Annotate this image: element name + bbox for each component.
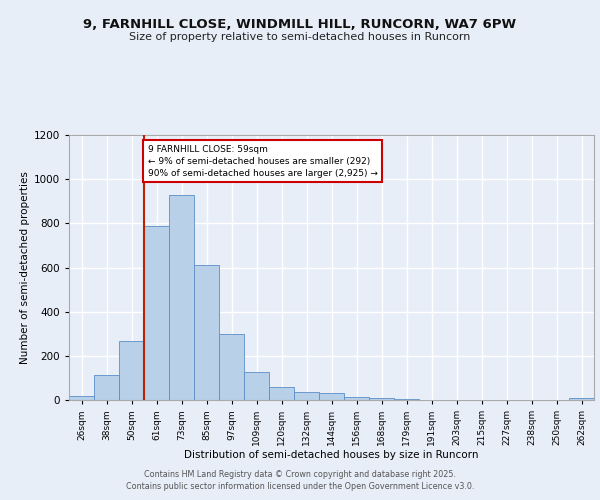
Bar	[194, 266, 219, 400]
X-axis label: Distribution of semi-detached houses by size in Runcorn: Distribution of semi-detached houses by …	[184, 450, 479, 460]
Bar	[219, 334, 244, 400]
Bar	[69, 396, 94, 400]
Text: Contains HM Land Registry data © Crown copyright and database right 2025.
Contai: Contains HM Land Registry data © Crown c…	[126, 470, 474, 491]
Y-axis label: Number of semi-detached properties: Number of semi-detached properties	[20, 171, 29, 364]
Text: 9, FARNHILL CLOSE, WINDMILL HILL, RUNCORN, WA7 6PW: 9, FARNHILL CLOSE, WINDMILL HILL, RUNCOR…	[83, 18, 517, 30]
Bar	[144, 226, 169, 400]
Bar	[369, 398, 394, 400]
Text: Size of property relative to semi-detached houses in Runcorn: Size of property relative to semi-detach…	[130, 32, 470, 42]
Bar	[94, 374, 119, 400]
Bar	[394, 399, 419, 400]
Bar	[244, 372, 269, 400]
Bar	[169, 194, 194, 400]
Bar	[269, 387, 294, 400]
Bar	[294, 392, 319, 400]
Text: 9 FARNHILL CLOSE: 59sqm
← 9% of semi-detached houses are smaller (292)
90% of se: 9 FARNHILL CLOSE: 59sqm ← 9% of semi-det…	[148, 145, 377, 178]
Bar	[569, 398, 594, 400]
Bar	[119, 342, 144, 400]
Bar	[319, 394, 344, 400]
Bar	[344, 396, 369, 400]
